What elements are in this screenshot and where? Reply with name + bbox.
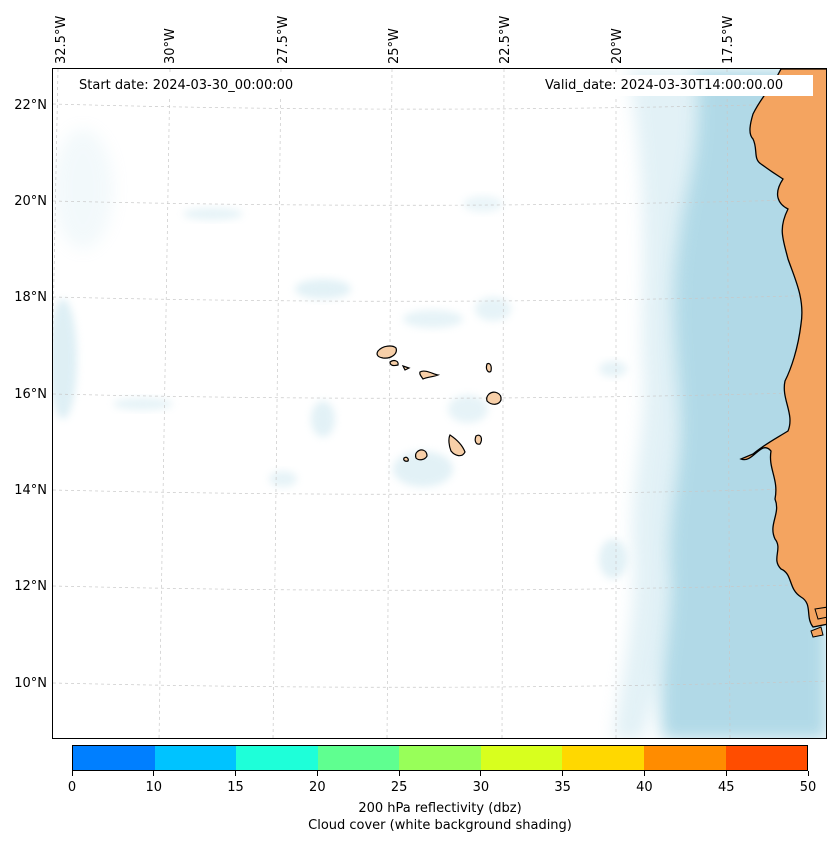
colorbar-tick-1 <box>153 771 155 776</box>
colorbar-tick-label-3: 20 <box>309 780 326 795</box>
bissau-islands <box>810 606 826 638</box>
lat-label-18n: 18°N <box>14 290 47 305</box>
lat-label-16n: 16°N <box>14 387 47 402</box>
lat-label-12n: 12°N <box>14 579 47 594</box>
colorbar-label-reflectivity: 200 hPa reflectivity (dbz) <box>358 801 522 816</box>
cloud-patch-west-2 <box>53 129 113 249</box>
colorbar-tick-5 <box>480 771 482 776</box>
island-maio <box>474 434 482 445</box>
cloud-patch-4 <box>183 208 243 220</box>
lat-label-20n: 20°N <box>14 194 47 209</box>
colorbar-tick-label-8: 45 <box>717 780 735 795</box>
colorbar-tick-label-6: 35 <box>554 780 571 795</box>
colorbar-tick-label-1: 10 <box>145 780 163 795</box>
colorbar-tick-2 <box>235 771 237 776</box>
lat-label-10n: 10°N <box>14 676 47 691</box>
cloud-patch-west <box>53 299 77 419</box>
cloud-patch-9 <box>599 361 627 377</box>
colorbar-label-cloud-cover: Cloud cover (white background shading) <box>308 818 572 833</box>
island-sao-nicolau <box>419 370 441 380</box>
lon-label-22-5w: 22.5°W <box>498 15 513 64</box>
cloud-patch-12 <box>463 196 503 212</box>
cloud-patch-1 <box>295 279 351 299</box>
lon-label-25w: 25°W <box>387 28 402 64</box>
colorbar-tick-label-7: 40 <box>636 780 653 795</box>
colorbar-tick-label-2: 15 <box>227 780 244 795</box>
colorbar-tick-label-0: 0 <box>67 780 77 795</box>
island-sal <box>485 362 492 373</box>
cape-verde-islands <box>376 345 502 462</box>
colorbar-tick-9 <box>807 771 809 776</box>
colorbar-segment-2 <box>236 746 318 770</box>
lat-label-22n: 22°N <box>14 98 47 113</box>
africa-landmass <box>739 69 826 628</box>
cloud-patch-11 <box>269 471 297 487</box>
colorbar-segment-7 <box>643 746 726 770</box>
lon-label-20w: 20°W <box>610 28 625 64</box>
lon-label-27-5w: 27.5°W <box>276 15 291 64</box>
cloud-band-east-outer <box>613 69 700 738</box>
colorbar-segment-4 <box>399 746 481 770</box>
cloud-patch-3 <box>475 297 511 321</box>
colorbar-tick-label-9: 50 <box>799 780 817 795</box>
colorbar-tick-6 <box>562 771 564 776</box>
island-sao-vicente <box>389 359 399 367</box>
map-panel[interactable] <box>52 68 827 739</box>
start-date-label: Start date: 2024-03-30_00:00:00 <box>73 75 326 96</box>
colorbar-segment-1 <box>154 746 237 770</box>
colorbar-tick-8 <box>725 771 727 776</box>
colorbar-tick-4 <box>398 771 400 776</box>
colorbar-tick-0 <box>71 771 73 776</box>
colorbar-segment-8 <box>725 746 808 770</box>
valid-date-label: Valid_date: 2024-03-30T14:00:00.00 <box>539 75 813 96</box>
island-brava <box>403 456 409 462</box>
island-santo-antao <box>376 345 397 359</box>
cloud-patch-7 <box>448 395 488 423</box>
lon-label-32-5w: 32.5°W <box>54 15 69 64</box>
cloud-patch-10 <box>599 539 627 579</box>
lon-label-30w: 30°W <box>163 28 178 64</box>
colorbar-tick-3 <box>316 771 318 776</box>
cloud-cover-layer <box>53 69 826 738</box>
colorbar-segment-5 <box>480 746 563 770</box>
colorbar-tick-label-5: 30 <box>472 780 490 795</box>
graticule <box>53 69 826 738</box>
island-santiago <box>448 434 466 457</box>
island-boa-vista <box>486 391 502 405</box>
cloud-patch-2 <box>403 310 463 328</box>
map-canvas <box>53 69 826 738</box>
lat-label-14n: 14°N <box>14 483 47 498</box>
island-santa-luzia <box>401 364 411 371</box>
cloud-patch-5 <box>311 401 335 437</box>
colorbar-segment-0 <box>73 746 155 770</box>
colorbar <box>72 745 808 771</box>
island-fogo <box>414 449 428 461</box>
cloud-patch-8 <box>113 398 173 410</box>
lon-label-17-5w: 17.5°W <box>721 15 736 64</box>
colorbar-tick-7 <box>643 771 645 776</box>
colorbar-segment-3 <box>317 746 400 770</box>
colorbar-segment-6 <box>562 746 644 770</box>
colorbar-tick-label-4: 25 <box>390 780 408 795</box>
